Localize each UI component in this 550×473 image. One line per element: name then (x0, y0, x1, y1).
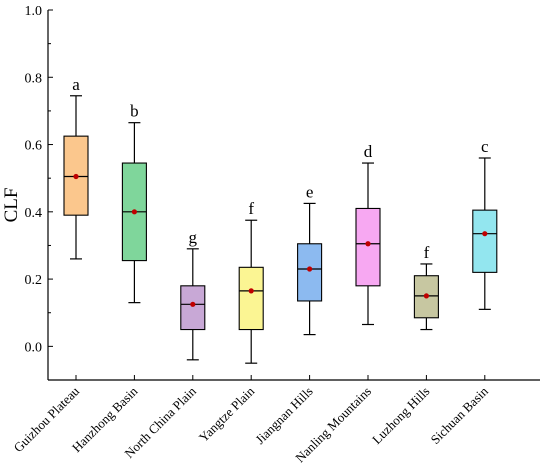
significance-letter: g (189, 228, 198, 247)
iqr-box (238, 266, 264, 331)
x-tick-label: Sichuan Basin (427, 383, 491, 447)
y-axis-title: CLF (1, 188, 22, 223)
significance-letter: f (248, 199, 254, 218)
box-7: f (413, 243, 439, 331)
iqr-box (297, 243, 323, 302)
x-tick-label: Yangtze Plain (196, 383, 258, 445)
y-tick-label: 1.0 (25, 4, 43, 19)
box-1: a (63, 75, 89, 260)
y-tick-label: 0.2 (25, 273, 43, 288)
mean-marker (482, 231, 488, 237)
significance-letter: b (130, 102, 139, 121)
mean-marker (131, 209, 137, 215)
y-tick-label: 0.8 (25, 71, 43, 86)
y-tick-label: 0.6 (25, 139, 43, 154)
mean-marker (307, 266, 313, 272)
y-tick-label: 0.4 (25, 206, 43, 221)
mean-marker (73, 173, 79, 180)
x-tick-label: Jiangnan Hills (252, 384, 315, 447)
mean-marker (423, 293, 429, 299)
box-8: c (472, 137, 498, 310)
box-6: d (355, 142, 381, 326)
box-4: f (238, 199, 264, 364)
mean-marker (190, 301, 196, 307)
significance-letter: c (481, 137, 489, 156)
x-tick-label: Luzhong Hills (369, 384, 432, 447)
iqr-box (472, 209, 498, 273)
significance-letter: a (72, 75, 80, 94)
mean-marker (248, 288, 254, 294)
iqr-box (355, 207, 381, 287)
significance-letter: e (306, 182, 314, 201)
significance-letter: d (364, 142, 373, 161)
box-3: g (180, 228, 206, 361)
significance-letter: f (424, 243, 430, 262)
box-2: b (121, 102, 147, 304)
mean-marker (365, 241, 371, 247)
iqr-box (180, 285, 206, 331)
box-5: e (297, 182, 323, 336)
iqr-box (63, 135, 89, 216)
y-tick-label: 0.0 (25, 340, 43, 355)
